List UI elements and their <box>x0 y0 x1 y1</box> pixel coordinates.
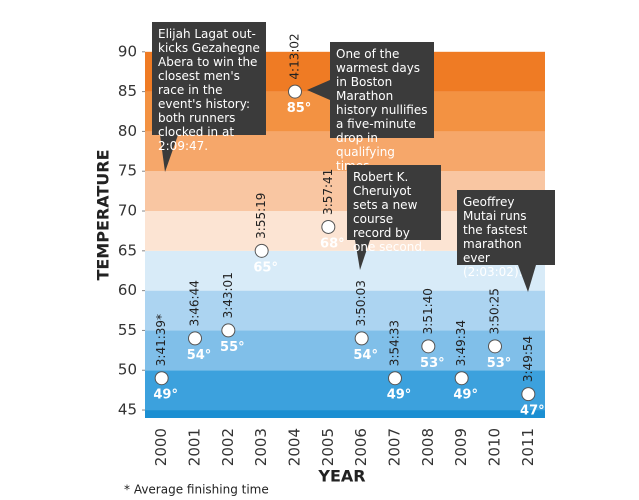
y-tick-label: 45 <box>118 401 137 419</box>
callout: Geoffrey Mutai runs the fastest marathon… <box>457 190 555 279</box>
x-tick-label: 2010 <box>486 428 504 466</box>
finishing-time: 3:57:41 <box>321 169 335 215</box>
data-point <box>354 331 369 346</box>
value-label: 55° <box>220 340 245 355</box>
callout: Robert K. Cheruiyot sets a new course re… <box>347 165 441 254</box>
value-label: 53° <box>420 356 445 371</box>
y-tick-label: 90 <box>118 42 137 60</box>
x-axis-label: YEAR <box>317 467 365 486</box>
finishing-time: 3:50:25 <box>488 288 502 334</box>
footnote: * Average finishing time <box>124 483 269 497</box>
value-label: 54° <box>353 348 378 363</box>
temperature-band <box>145 330 545 371</box>
data-point <box>188 331 202 346</box>
temperature-band <box>145 290 545 331</box>
finishing-time: 3:49:34 <box>454 320 468 366</box>
x-tick-label: 2008 <box>419 428 437 466</box>
x-tick-label: 2006 <box>352 428 370 466</box>
callout: One of the warmest days in Boston Marath… <box>330 42 434 173</box>
finishing-time: 3:55:19 <box>254 193 268 239</box>
x-tick-label: 2009 <box>452 428 470 466</box>
callout-tail <box>307 80 330 100</box>
y-tick-label: 65 <box>118 241 137 259</box>
y-tick-label: 55 <box>118 321 137 339</box>
finishing-time: 3:41:39* <box>154 314 168 366</box>
x-tick-label: 2003 <box>252 428 270 466</box>
x-tick-label: 2000 <box>152 428 170 466</box>
data-point <box>454 371 469 386</box>
x-tick-label: 2011 <box>519 428 537 466</box>
finishing-time: 3:49:54 <box>521 336 535 382</box>
data-point <box>254 243 269 258</box>
value-label: 68° <box>320 236 345 251</box>
x-tick-label: 2004 <box>286 428 304 466</box>
value-label: 65° <box>253 260 278 275</box>
callout-tail <box>518 265 536 292</box>
data-point <box>154 371 169 386</box>
data-point <box>521 387 536 402</box>
y-tick-label: 60 <box>118 281 137 299</box>
y-tick-label: 80 <box>118 122 137 140</box>
finishing-time: 3:54:33 <box>388 320 402 366</box>
finishing-time: 3:43:01 <box>221 272 235 318</box>
value-label: 47° <box>520 404 545 419</box>
y-tick-label: 85 <box>118 82 137 100</box>
value-label: 49° <box>453 388 478 403</box>
callout-tail <box>355 240 370 270</box>
value-label: 49° <box>153 388 178 403</box>
data-point <box>421 339 436 354</box>
value-label: 53° <box>487 356 512 371</box>
finishing-time: 3:46:44 <box>188 280 202 326</box>
finishing-time: 3:50:03 <box>354 280 368 326</box>
y-tick-label: 75 <box>118 162 137 180</box>
data-point <box>288 84 302 99</box>
finishing-time: 3:51:40 <box>421 288 435 334</box>
y-tick-label: 70 <box>118 202 137 220</box>
x-tick-label: 2002 <box>219 428 237 466</box>
x-tick-label: 2007 <box>386 428 404 466</box>
data-point <box>321 219 336 234</box>
finishing-time: 4:13:02 <box>288 33 302 79</box>
temperature-band <box>145 370 545 411</box>
callout-tail <box>160 135 178 172</box>
value-label: 85° <box>287 101 312 116</box>
y-tick-label: 50 <box>118 361 137 379</box>
data-point <box>388 371 402 386</box>
callout: Elijah Lagat out-kicks Gezahegne Abera t… <box>152 22 266 153</box>
data-point <box>488 339 502 354</box>
value-label: 54° <box>187 348 212 363</box>
data-point <box>221 323 236 338</box>
temperature-band <box>145 131 545 172</box>
x-tick-label: 2005 <box>319 428 337 466</box>
y-axis-label: TEMPERATURE <box>94 149 113 280</box>
value-label: 49° <box>387 388 412 403</box>
temperature-band <box>145 410 545 418</box>
x-tick-label: 2001 <box>186 428 204 466</box>
